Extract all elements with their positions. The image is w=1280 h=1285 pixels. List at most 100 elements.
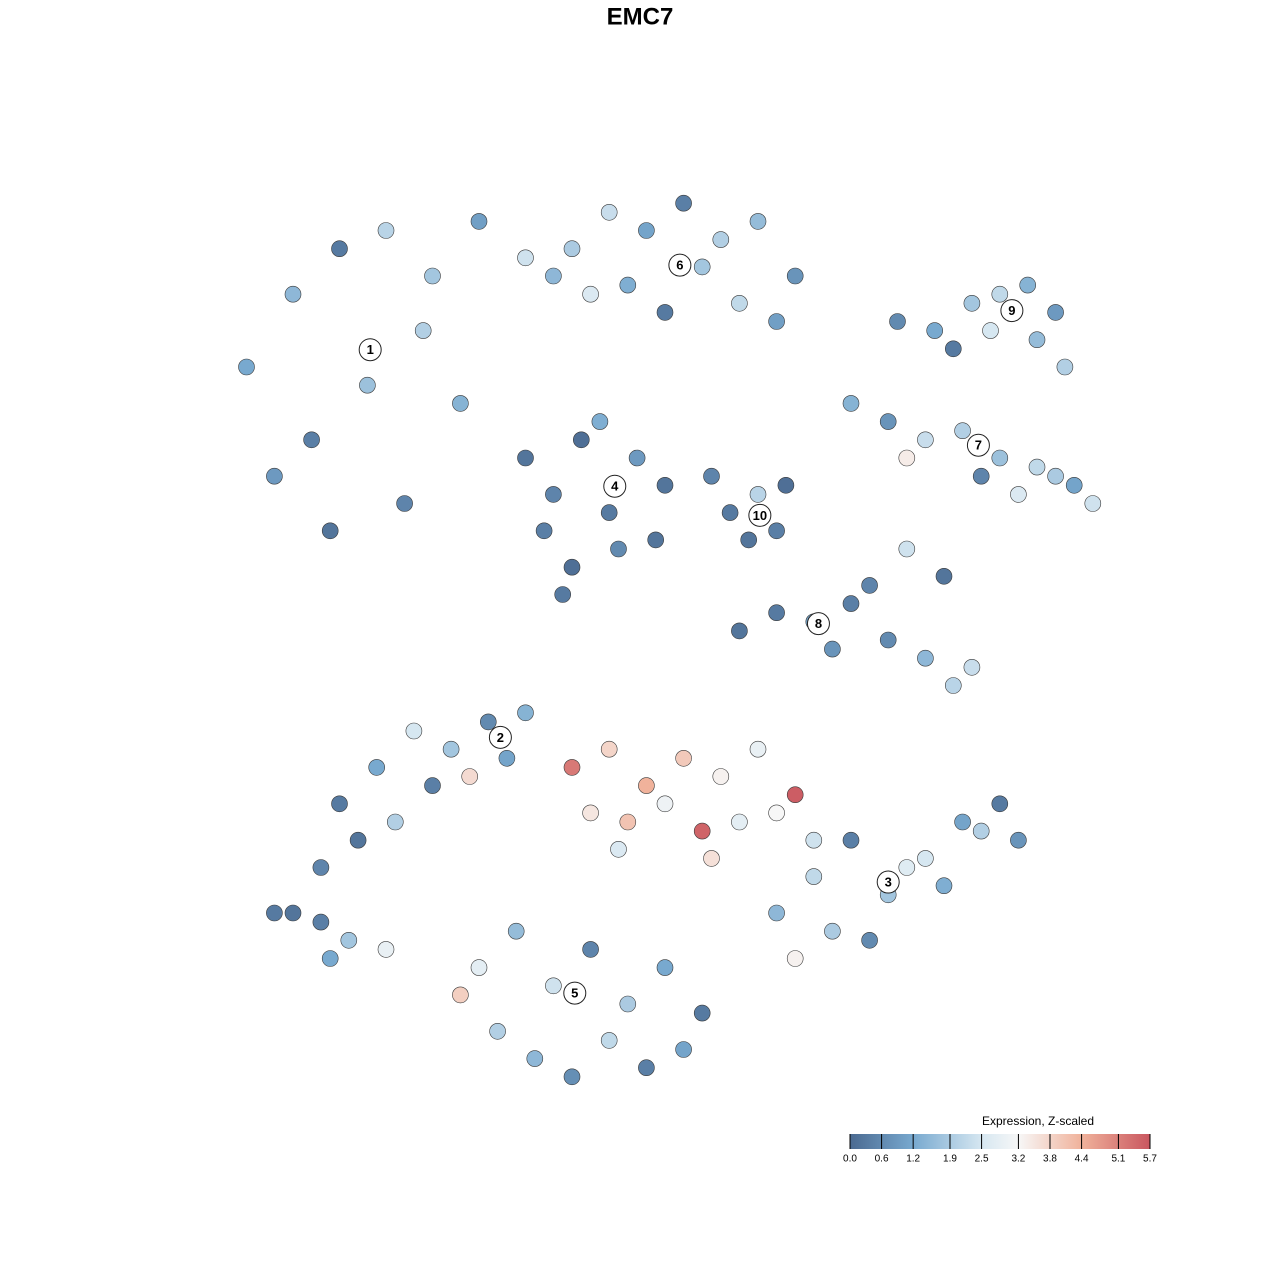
point (266, 467, 283, 485)
point (842, 395, 860, 412)
point (517, 704, 534, 722)
point (470, 959, 488, 976)
point (582, 804, 599, 822)
point (656, 795, 674, 813)
point (638, 222, 655, 239)
point (498, 749, 516, 767)
colorbar (850, 1134, 1150, 1149)
point (1047, 467, 1064, 485)
point (582, 941, 599, 958)
point (1028, 331, 1046, 349)
point (1056, 358, 1074, 376)
cluster-badge (966, 433, 990, 457)
point (768, 313, 785, 330)
point (693, 258, 711, 276)
point (879, 413, 897, 430)
point (656, 476, 674, 494)
point (610, 840, 627, 858)
point (954, 813, 971, 831)
point (731, 813, 748, 831)
point (563, 240, 581, 257)
point (535, 522, 553, 540)
point (675, 1041, 692, 1058)
point (1084, 495, 1102, 512)
cluster-badge (876, 870, 900, 894)
colorbar-tick-label: 5.1 (1111, 1154, 1125, 1165)
point (303, 431, 320, 449)
point (405, 722, 423, 740)
point (582, 285, 599, 303)
point (861, 577, 878, 594)
colorbar-tick-label: 2.5 (975, 1154, 989, 1165)
chart-title: EMC7 (607, 3, 674, 30)
point (842, 595, 860, 612)
point (386, 813, 404, 831)
colorbar-tick-label: 3.2 (1011, 1154, 1025, 1165)
point (442, 740, 460, 758)
point (991, 795, 1009, 813)
point (1047, 304, 1064, 321)
cluster-badge (358, 338, 382, 362)
point (731, 622, 748, 640)
point (675, 194, 692, 212)
point (489, 1023, 506, 1040)
point (349, 831, 367, 849)
point (898, 859, 916, 876)
point (768, 604, 785, 622)
point (982, 322, 999, 339)
point (452, 395, 469, 412)
colorbar-title: Expression, Z-scaled (982, 1114, 1094, 1128)
colorbar-tick-label: 4.4 (1075, 1154, 1089, 1165)
point (600, 204, 618, 221)
point (331, 240, 348, 257)
point (545, 486, 562, 503)
point (712, 231, 730, 248)
point (238, 358, 255, 376)
point (554, 586, 572, 603)
point (377, 941, 395, 958)
point (461, 768, 479, 785)
point (284, 285, 302, 303)
point (991, 449, 1009, 467)
point (740, 531, 758, 549)
point (954, 422, 971, 440)
point (861, 931, 878, 949)
point (340, 931, 358, 949)
point (786, 786, 804, 804)
point (619, 276, 637, 294)
cluster-label: 10 (753, 508, 767, 523)
point (991, 285, 1009, 303)
point (619, 995, 637, 1013)
point (312, 859, 330, 876)
point (312, 913, 330, 931)
point (889, 313, 906, 330)
cluster-label: 4 (611, 479, 619, 494)
cluster-badge (668, 253, 692, 277)
point (563, 759, 581, 776)
point (944, 677, 962, 694)
cluster-label: 9 (1008, 303, 1015, 318)
cluster-label: 6 (676, 258, 683, 273)
colorbar-tick-label: 1.9 (943, 1154, 957, 1165)
point (284, 904, 302, 922)
point (703, 850, 720, 867)
cluster-label: 5 (571, 986, 578, 1001)
point (693, 1004, 711, 1022)
point (359, 376, 376, 394)
cluster-label: 8 (815, 616, 822, 631)
point (545, 267, 562, 285)
point (414, 322, 432, 339)
point (638, 1059, 655, 1076)
colorbar-tick-label: 0.0 (843, 1154, 857, 1165)
point (786, 267, 804, 285)
point (693, 822, 711, 840)
cluster-badge (806, 612, 830, 636)
point (935, 567, 953, 585)
point (331, 795, 348, 813)
point (656, 959, 674, 976)
point (898, 540, 916, 558)
point (879, 631, 897, 649)
point (972, 822, 990, 840)
point (628, 449, 646, 467)
